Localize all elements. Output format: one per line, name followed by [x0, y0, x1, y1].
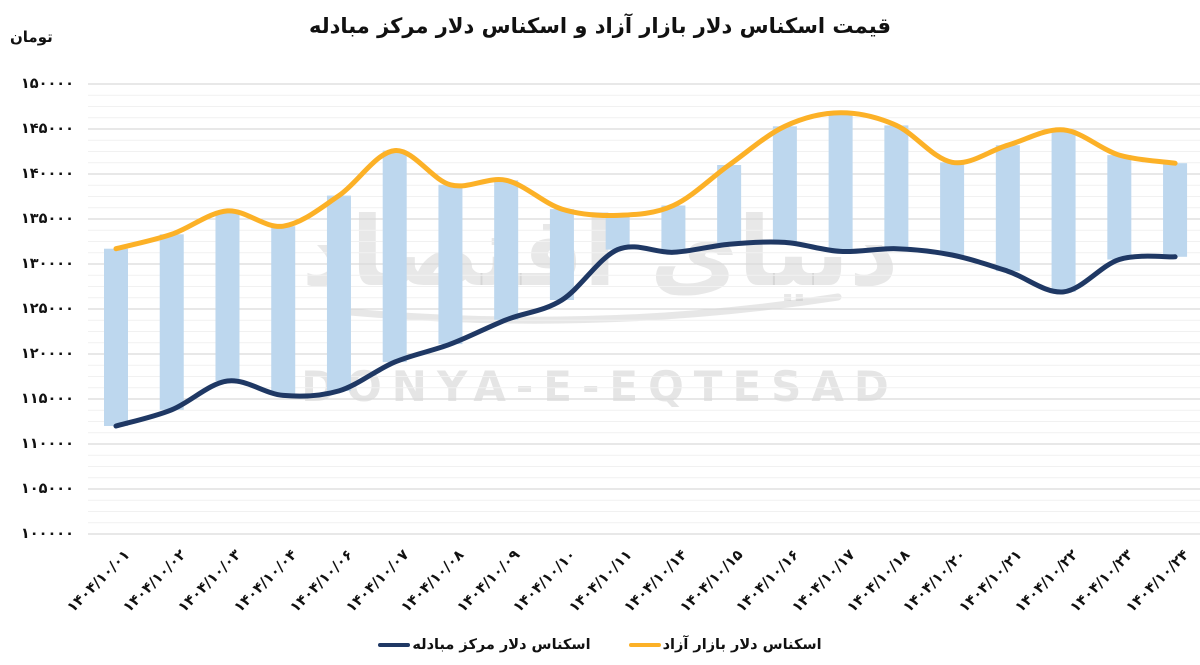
legend: اسکناس دلار مرکز مبادله اسکناس دلار بازا… — [0, 637, 1200, 653]
series-line-exchange-center — [113, 239, 1178, 429]
legend-item-exchange-center: اسکناس دلار مرکز مبادله — [378, 637, 591, 653]
range-bar — [159, 234, 184, 410]
legend-marker-free-market-line — [628, 643, 661, 647]
range-bar — [549, 209, 574, 300]
range-bar — [717, 165, 742, 245]
range-bar — [1107, 155, 1132, 260]
range-bar — [382, 150, 407, 363]
series-line-free-market — [113, 110, 1178, 252]
y-tick-label: ۱۰۰۰۰۰ — [20, 526, 74, 542]
range-bar — [104, 248, 128, 426]
y-tick-label: ۱۳۵۰۰۰ — [20, 211, 74, 227]
range-bar — [494, 180, 519, 320]
y-tick-label: ۱۴۰۰۰۰ — [20, 166, 74, 182]
y-tick-label: ۱۵۰۰۰۰ — [20, 76, 74, 92]
range-bar — [215, 210, 240, 381]
legend-item-free-market: اسکناس دلار بازار آزاد — [628, 637, 822, 653]
y-axis-unit-label: تومان — [10, 28, 53, 46]
range-bar — [828, 112, 853, 252]
range-bar — [438, 184, 463, 345]
range-bar — [271, 226, 296, 396]
y-tick-label: ۱۲۵۰۰۰ — [20, 301, 74, 317]
range-bar — [605, 215, 630, 250]
y-tick-label: ۱۱۰۰۰۰ — [20, 436, 74, 452]
legend-label-exchange-center: اسکناس دلار مرکز مبادله — [412, 637, 591, 653]
y-tick-label: ۱۴۵۰۰۰ — [20, 121, 74, 137]
range-bar — [940, 162, 965, 255]
range-bar — [661, 205, 686, 253]
range-bar — [995, 145, 1020, 272]
legend-marker-exchange-center-line — [378, 643, 411, 647]
range-bar — [326, 195, 351, 391]
watermark-swoosh — [346, 293, 842, 324]
legend-label-free-market: اسکناس دلار بازار آزاد — [662, 637, 822, 653]
chart-title: قیمت اسکناس دلار بازار آزاد و اسکناس دلا… — [308, 14, 892, 38]
range-bar — [1163, 163, 1188, 257]
range-bar — [772, 126, 797, 243]
y-tick-label: ۱۳۰۰۰۰ — [20, 256, 74, 272]
y-tick-label: ۱۱۵۰۰۰ — [20, 391, 74, 407]
y-tick-label: ۱۲۰۰۰۰ — [20, 346, 74, 362]
range-bar — [884, 125, 909, 249]
y-tick-label: ۱۰۵۰۰۰ — [20, 481, 74, 497]
range-bar — [1051, 129, 1076, 292]
